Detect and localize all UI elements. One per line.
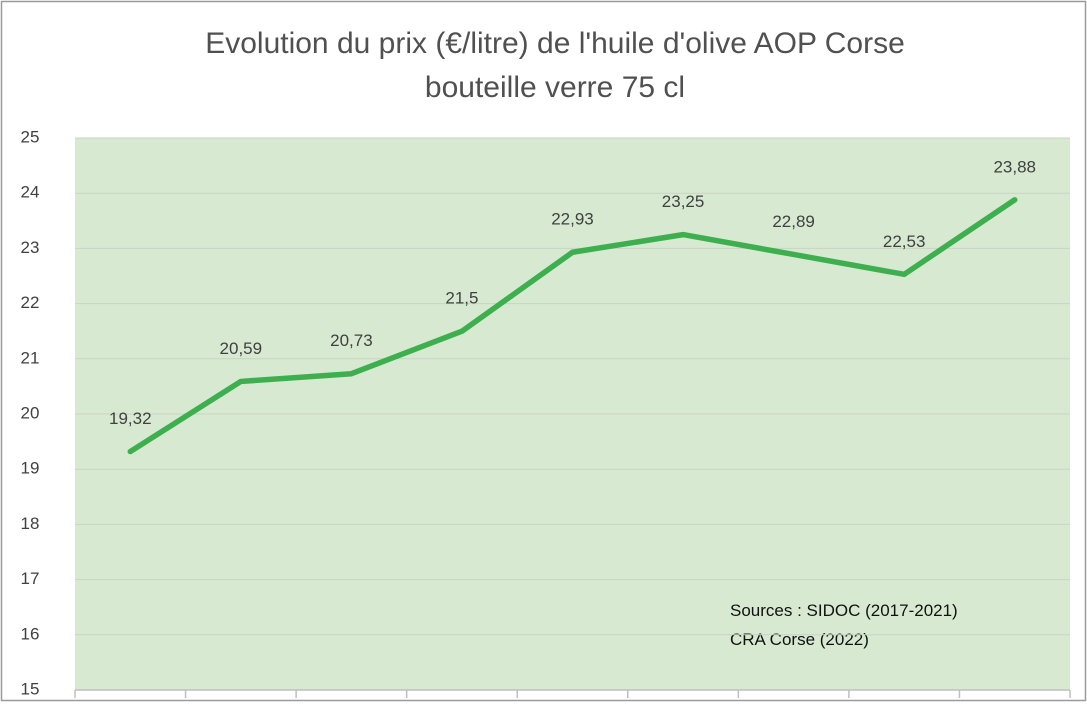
annotation: CRA Corse (2022) [730,630,869,649]
y-tick-label: 23 [21,238,40,257]
data-label: 23,25 [662,192,705,211]
y-tick-label: 20 [21,403,40,422]
y-tick-label: 18 [21,514,40,533]
data-label: 22,53 [883,232,926,251]
line-series [127,197,1018,455]
y-tick-label: 17 [21,569,40,588]
data-label: 22,93 [551,210,594,229]
annotation: Sources : SIDOC (2017-2021) [730,601,958,620]
chart-title: bouteille verre 75 cl [425,71,685,104]
data-label: 19,32 [109,409,152,428]
data-label: 22,89 [772,212,815,231]
y-tick-label: 21 [21,348,40,367]
data-label: 20,73 [330,331,373,350]
y-tick-label: 24 [21,183,40,202]
y-tick-label: 16 [21,624,40,643]
chart-title: Evolution du prix (€/litre) de l'huile d… [205,27,905,60]
y-tick-label: 15 [21,679,40,698]
y-tick-label: 25 [21,127,40,146]
y-tick-label: 19 [21,459,40,478]
data-label: 23,88 [993,157,1036,176]
y-tick-label: 22 [21,293,40,312]
data-label: 20,59 [220,339,263,358]
data-label: 21,5 [445,289,478,308]
